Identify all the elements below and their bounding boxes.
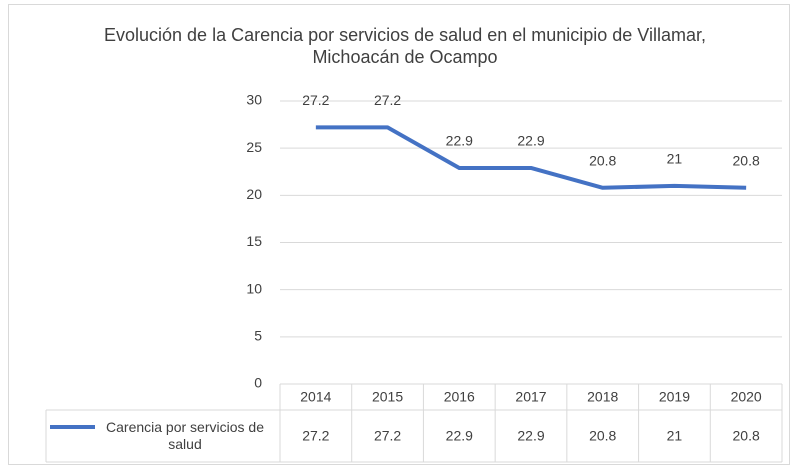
y-tick-label: 30 xyxy=(246,92,262,108)
data-label: 22.9 xyxy=(517,133,544,149)
table-value: 21 xyxy=(667,428,683,444)
x-tick-label: 2015 xyxy=(372,389,403,405)
x-tick-label: 2020 xyxy=(731,389,762,405)
table-value: 20.8 xyxy=(733,428,760,444)
data-label: 22.9 xyxy=(446,133,473,149)
y-tick-label: 20 xyxy=(246,186,262,202)
table-value: 22.9 xyxy=(446,428,473,444)
data-label: 27.2 xyxy=(374,92,401,108)
x-tick-label: 2018 xyxy=(587,389,618,405)
table-value: 27.2 xyxy=(374,428,401,444)
x-tick-label: 2019 xyxy=(659,389,690,405)
legend-label: Carencia por servicios de salud xyxy=(106,419,264,452)
chart-title: Evolución de la Carencia por servicios d… xyxy=(104,25,706,67)
table-value: 20.8 xyxy=(589,428,616,444)
data-label: 27.2 xyxy=(302,92,329,108)
title-box: Evolución de la Carencia por servicios d… xyxy=(104,25,706,67)
y-tick-label: 0 xyxy=(254,375,262,391)
data-label: 20.8 xyxy=(733,152,760,168)
y-tick-label: 15 xyxy=(246,233,262,249)
data-label: 20.8 xyxy=(589,152,616,168)
legend-box: Carencia por servicios de salud xyxy=(106,419,264,452)
data-label: 21 xyxy=(667,151,683,167)
data-line xyxy=(315,125,747,190)
y-tick-label: 10 xyxy=(246,280,262,296)
table-value: 22.9 xyxy=(517,428,544,444)
x-tick-label: 2017 xyxy=(515,389,546,405)
x-tick-label: 2014 xyxy=(300,389,331,405)
y-tick-label: 25 xyxy=(246,139,262,155)
x-tick-label: 2016 xyxy=(444,389,475,405)
table-value: 27.2 xyxy=(302,428,329,444)
chart-border xyxy=(8,4,790,465)
y-tick-label: 5 xyxy=(254,328,262,344)
